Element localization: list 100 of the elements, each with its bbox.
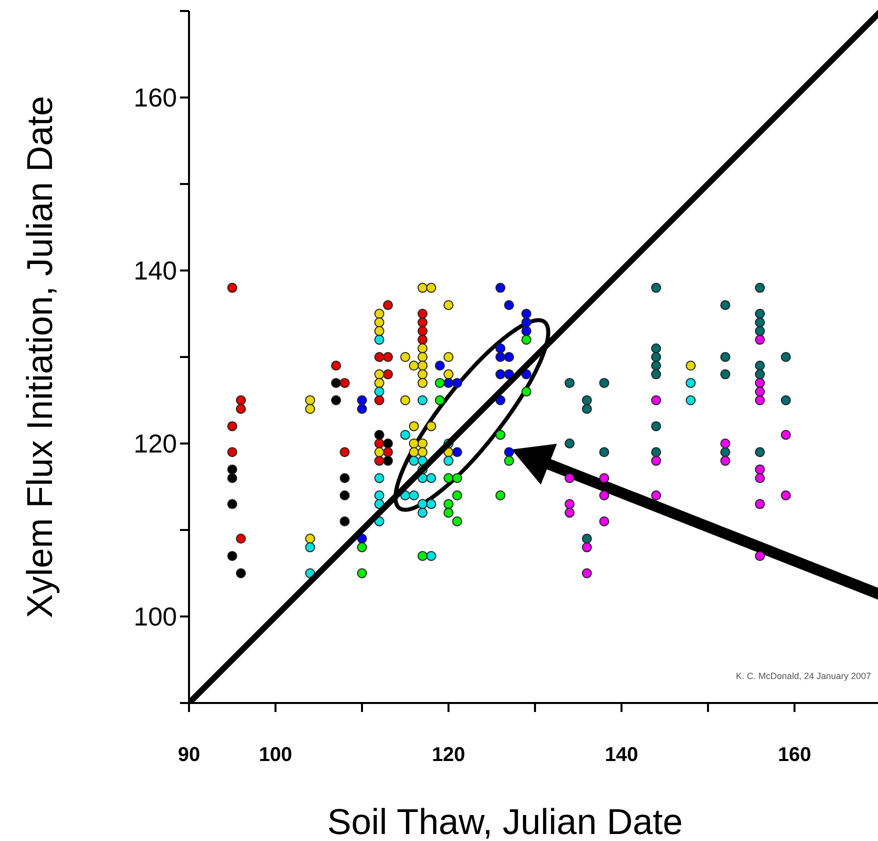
point — [400, 352, 410, 362]
point — [418, 395, 428, 406]
point — [227, 447, 238, 458]
point — [504, 456, 514, 466]
point — [452, 473, 462, 484]
point — [418, 360, 428, 371]
point — [408, 456, 419, 466]
point — [434, 395, 445, 406]
point — [582, 395, 592, 406]
point — [418, 326, 428, 336]
point — [227, 550, 238, 561]
point — [754, 473, 765, 484]
point — [452, 447, 462, 458]
point — [444, 352, 454, 362]
point — [331, 360, 342, 371]
point — [651, 343, 662, 354]
point — [374, 447, 384, 458]
point — [452, 490, 462, 500]
point — [754, 499, 765, 510]
point — [599, 378, 610, 388]
point — [686, 395, 696, 406]
point — [444, 473, 454, 484]
point — [521, 326, 532, 336]
point — [754, 395, 765, 406]
point — [418, 447, 428, 458]
point — [754, 550, 765, 561]
point — [582, 542, 592, 552]
point — [754, 464, 765, 474]
point — [754, 360, 765, 371]
point — [452, 378, 462, 388]
point — [382, 300, 393, 310]
point — [582, 534, 592, 544]
point — [504, 447, 514, 458]
point — [521, 334, 532, 345]
point — [340, 473, 350, 484]
y-tick-label: 100 — [134, 602, 177, 632]
point — [340, 516, 350, 526]
point — [599, 516, 610, 526]
point — [599, 490, 610, 500]
point — [651, 490, 662, 500]
point — [400, 395, 410, 406]
point — [374, 352, 384, 362]
y-tick-label: 120 — [134, 428, 177, 459]
point — [434, 378, 445, 388]
point — [651, 421, 662, 432]
point — [582, 568, 592, 578]
point — [651, 395, 662, 406]
point — [227, 282, 238, 293]
point — [452, 516, 462, 526]
point — [374, 317, 384, 328]
point — [651, 352, 662, 362]
point — [408, 421, 419, 432]
point — [504, 352, 514, 362]
point — [651, 369, 662, 380]
point — [374, 386, 384, 397]
point — [599, 447, 610, 458]
point — [236, 568, 246, 578]
point — [374, 395, 384, 406]
point — [780, 430, 791, 440]
y-tick-label: 160 — [134, 82, 177, 113]
x-tick-label: 120 — [432, 744, 466, 766]
point — [382, 438, 393, 448]
point — [651, 360, 662, 371]
point — [374, 334, 384, 345]
point — [521, 308, 532, 319]
point — [236, 395, 246, 406]
point — [754, 334, 765, 345]
point — [418, 282, 428, 293]
point — [582, 404, 592, 414]
point — [521, 386, 532, 397]
point — [340, 378, 350, 388]
point — [754, 378, 765, 388]
point — [444, 499, 454, 510]
point — [444, 300, 454, 310]
point — [754, 447, 765, 458]
point — [495, 282, 506, 293]
point — [305, 395, 316, 406]
x-tick-label: 160 — [778, 744, 812, 766]
point — [754, 369, 765, 380]
point — [408, 490, 419, 500]
point — [418, 308, 428, 319]
point — [331, 395, 342, 406]
point — [754, 386, 765, 397]
point — [305, 534, 316, 544]
point — [564, 378, 575, 388]
point — [426, 282, 436, 293]
point — [357, 404, 367, 414]
point — [374, 378, 384, 388]
point — [780, 352, 791, 362]
point — [426, 550, 436, 561]
x-tick-label: 100 — [258, 744, 292, 766]
y-axis-title: Xylem Flux Initiation, Julian Date — [19, 96, 60, 618]
point — [374, 490, 384, 500]
point — [227, 421, 238, 432]
point — [418, 334, 428, 345]
point — [495, 430, 506, 440]
point — [357, 542, 367, 552]
x-tick-label: 90 — [178, 744, 200, 766]
point — [686, 360, 696, 371]
point — [720, 456, 730, 466]
